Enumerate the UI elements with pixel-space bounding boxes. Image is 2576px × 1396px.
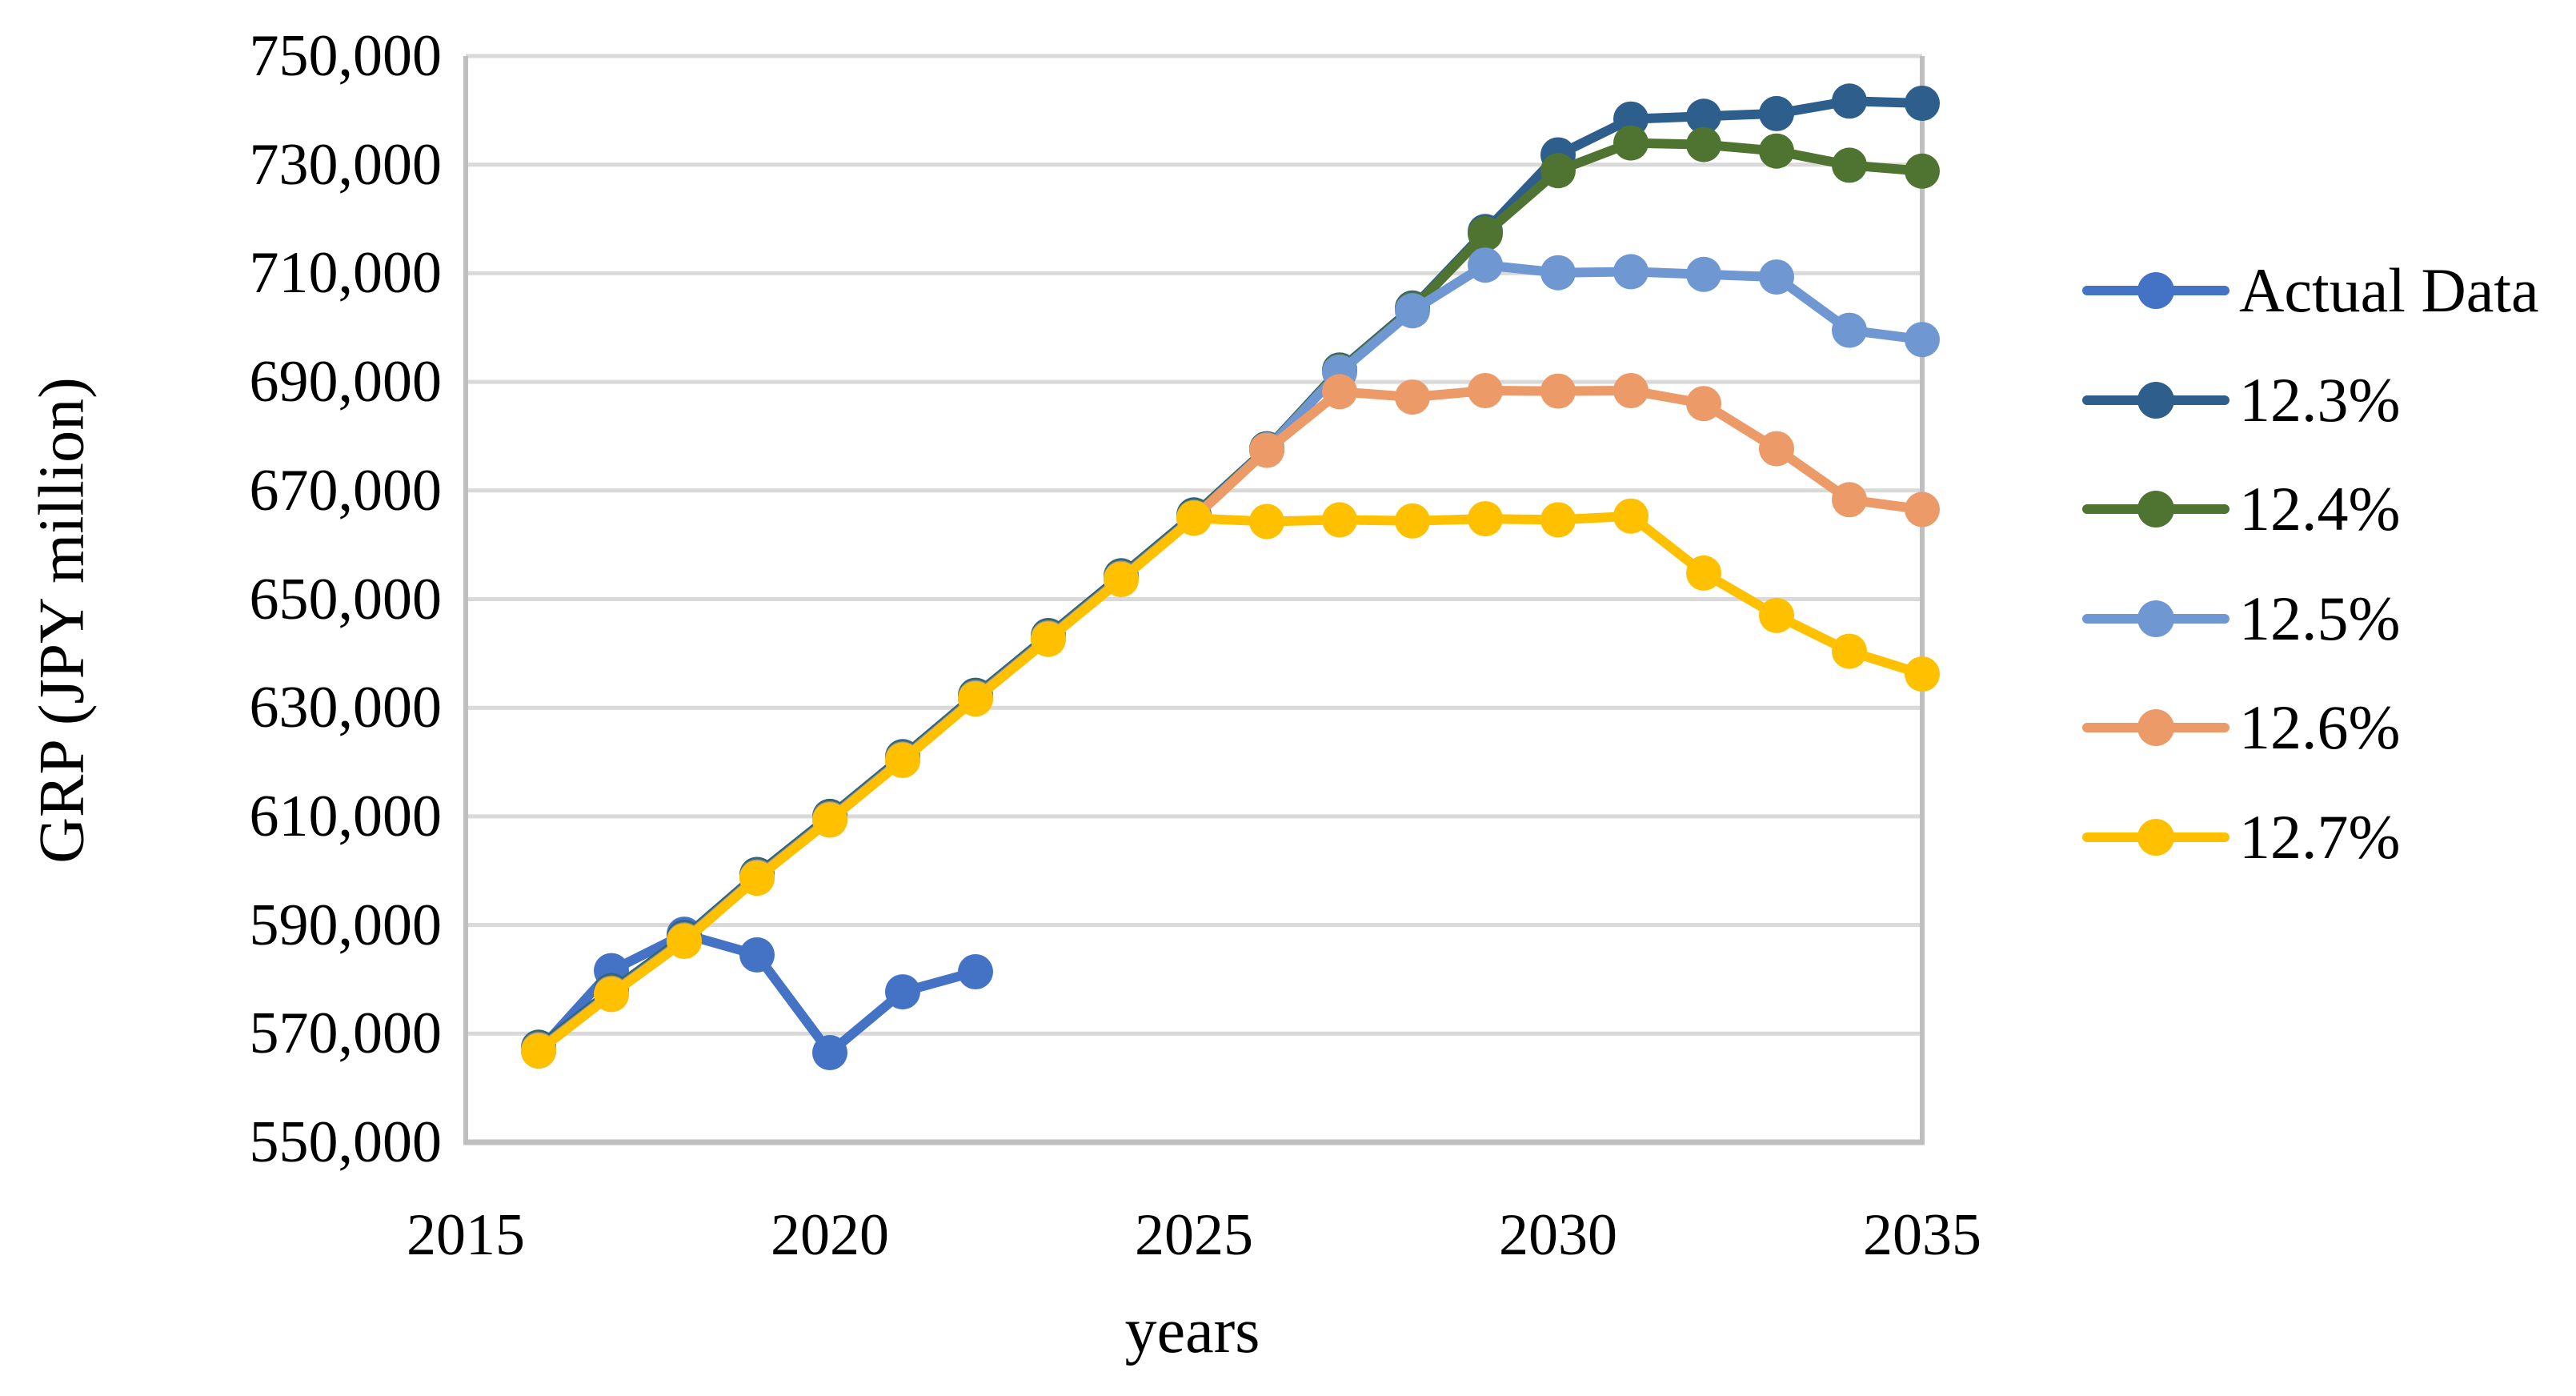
y-axis-title: GRP (JPY million) (26, 377, 98, 864)
data-point-12.4% (1613, 125, 1649, 161)
y-tick-label: 750,000 (249, 23, 443, 89)
legend-item-12.7%: 12.7% (2082, 802, 2400, 872)
data-point-12.7% (885, 743, 920, 778)
data-point-12.7% (1759, 597, 1794, 633)
y-tick-label: 550,000 (249, 1109, 443, 1175)
data-point-12.5% (1540, 255, 1576, 291)
data-point-12.3% (1905, 86, 1940, 121)
legend-item-12.5%: 12.5% (2082, 584, 2400, 654)
data-point-12.5% (1759, 259, 1794, 295)
y-tick-label: 570,000 (249, 1001, 443, 1067)
y-tick-label: 590,000 (249, 892, 443, 958)
data-point-12.5% (1468, 247, 1503, 283)
legend-line-swatch (2082, 818, 2229, 856)
data-point-12.4% (1540, 153, 1576, 189)
x-tick-label: 2020 (771, 1202, 889, 1268)
legend-marker-dot (2137, 272, 2174, 309)
legend-item-label: 12.3% (2239, 364, 2401, 435)
data-point-12.6% (1759, 431, 1794, 467)
x-tick-label: 2035 (1863, 1202, 1981, 1268)
data-point-12.4% (1759, 133, 1794, 169)
x-tick-label: 2015 (407, 1202, 525, 1268)
legend-item-label: 12.4% (2239, 474, 2401, 544)
data-point-12.7% (1031, 621, 1066, 657)
data-point-12.7% (521, 1033, 556, 1069)
y-tick-label: 690,000 (249, 349, 443, 415)
data-point-12.6% (1613, 373, 1649, 408)
data-point-12.6% (1686, 386, 1721, 422)
data-point-12.7% (1249, 503, 1284, 540)
data-point-12.3% (1832, 83, 1867, 119)
y-tick-label: 650,000 (249, 566, 443, 632)
data-point-12.7% (1104, 562, 1139, 598)
x-axis-title: years (1124, 1296, 1260, 1366)
data-point-12.7% (1832, 633, 1867, 669)
x-tick-label: 2030 (1499, 1202, 1617, 1268)
data-point-Actual Data (812, 1035, 847, 1070)
legend-marker-dot (2137, 491, 2174, 528)
data-point-12.7% (1468, 501, 1503, 537)
legend-line-swatch (2082, 272, 2229, 309)
data-point-12.6% (1832, 482, 1867, 518)
legend-marker-dot (2137, 381, 2174, 419)
legend-marker-dot (2137, 709, 2174, 746)
data-point-12.4% (1905, 153, 1940, 189)
data-point-12.5% (1905, 322, 1940, 358)
data-point-Actual Data (885, 974, 920, 1010)
data-point-12.7% (1395, 503, 1430, 539)
data-point-12.4% (1468, 215, 1503, 251)
data-point-12.7% (1905, 656, 1940, 692)
data-point-12.7% (958, 681, 993, 717)
y-tick-label: 730,000 (249, 131, 443, 198)
legend-item-label: 12.7% (2239, 801, 2401, 872)
data-point-12.7% (1176, 500, 1212, 536)
x-tick-label: 2025 (1135, 1202, 1253, 1268)
y-tick-label: 610,000 (249, 783, 443, 849)
y-tick-label: 630,000 (249, 675, 443, 741)
data-point-12.6% (1395, 379, 1430, 415)
data-point-12.5% (1613, 254, 1649, 290)
data-point-12.3% (1759, 95, 1794, 131)
data-point-12.6% (1905, 491, 1940, 528)
legend-item-label: 12.5% (2239, 583, 2401, 653)
data-point-12.7% (1686, 555, 1721, 591)
legend-marker-dot (2137, 818, 2174, 856)
y-tick-label: 670,000 (249, 457, 443, 524)
data-point-12.6% (1249, 432, 1284, 468)
data-point-12.3% (1686, 98, 1721, 134)
legend-item-Actual Data: Actual Data (2082, 255, 2539, 326)
data-point-12.7% (739, 860, 775, 897)
data-point-12.4% (1832, 147, 1867, 183)
data-point-12.7% (1613, 498, 1649, 534)
data-point-12.5% (1686, 256, 1721, 292)
data-point-12.7% (1540, 502, 1576, 538)
data-point-12.7% (1322, 502, 1357, 538)
data-point-12.5% (1832, 312, 1867, 348)
legend-line-swatch (2082, 491, 2229, 528)
legend-item-label: Actual Data (2239, 255, 2539, 325)
legend-line-swatch (2082, 600, 2229, 637)
legend-item-12.4%: 12.4% (2082, 474, 2400, 544)
legend-item-label: 12.6% (2239, 692, 2401, 762)
legend-line-swatch (2082, 381, 2229, 419)
y-tick-label: 710,000 (249, 240, 443, 307)
data-point-12.7% (812, 802, 847, 838)
series-line-12.7% (534, 511, 1927, 1056)
data-point-Actual Data (958, 954, 993, 989)
legend-item-12.3%: 12.3% (2082, 365, 2400, 435)
data-point-12.4% (1686, 126, 1721, 162)
legend-marker-dot (2137, 600, 2174, 637)
data-point-12.6% (1322, 374, 1357, 410)
data-point-12.7% (594, 977, 629, 1013)
data-point-12.7% (667, 924, 702, 959)
legend-line-swatch (2082, 709, 2229, 746)
data-point-12.6% (1468, 373, 1503, 408)
data-point-12.5% (1395, 293, 1430, 329)
data-point-Actual Data (739, 937, 775, 973)
data-point-12.6% (1540, 373, 1576, 409)
legend-item-12.6%: 12.6% (2082, 692, 2400, 763)
